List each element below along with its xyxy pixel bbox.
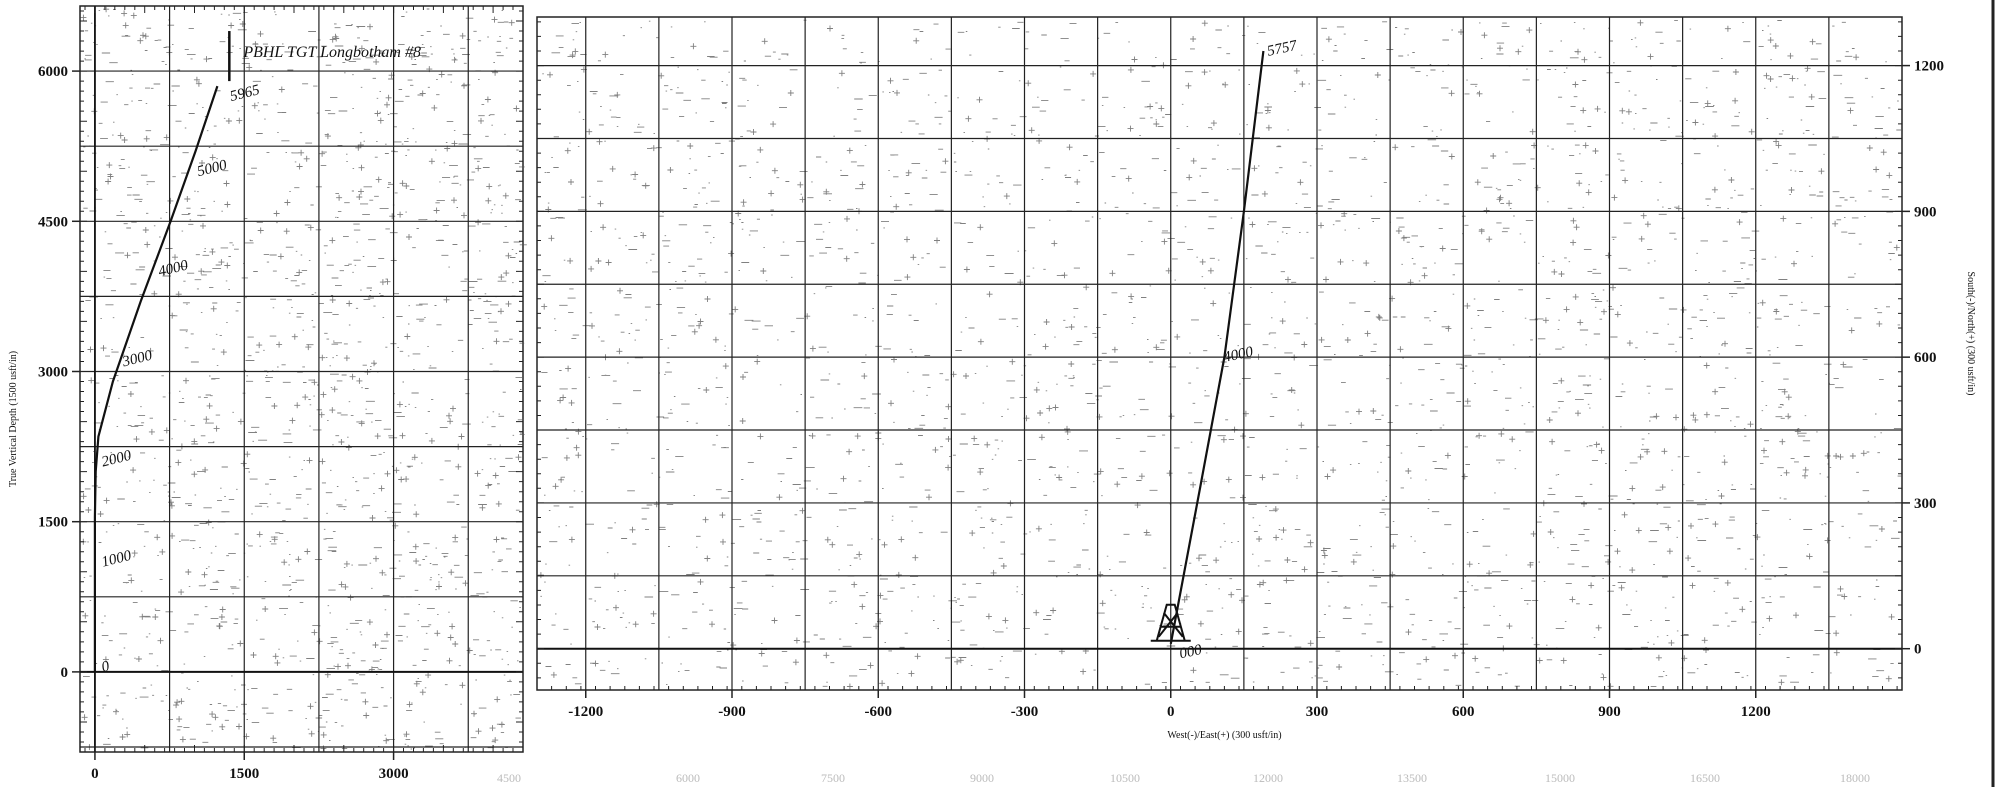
faint-bottom-labels: 4500 6000 7500 9000 10500 12000 13500 15000 1650…	[497, 771, 1870, 785]
pv-y-tick-label: 300	[1914, 496, 1937, 512]
vs-md-label: 3000	[120, 347, 154, 370]
vs-md-label: 4000	[157, 257, 190, 280]
vs-minor-ticks	[80, 6, 524, 753]
pv-x-tick-label: -300	[1011, 704, 1039, 720]
vs-md-label: 1000	[100, 548, 133, 571]
vs-md-label: 5965	[228, 82, 261, 105]
vs-target-label: PBHL TGT Longbotham #8	[242, 44, 421, 61]
vs-y-tick-label: 6000	[38, 64, 68, 80]
pv-md-label: 4000	[1222, 344, 1255, 366]
pv-x-tick-label: -600	[865, 704, 893, 720]
pv-md-label: 5757	[1266, 38, 1300, 60]
vs-x-tick-label: 1500	[229, 766, 259, 782]
pv-frame	[536, 16, 1903, 691]
pv-x-tick-label: 0	[1167, 704, 1175, 720]
pv-x-tick-label: 1200	[1741, 704, 1771, 720]
faint-label: 9000	[970, 771, 994, 785]
pv-y-tick-label: 0	[1914, 642, 1922, 658]
vs-md-label: 0	[100, 658, 112, 675]
vs-well-path	[93, 85, 219, 672]
vs-y-tick-label: 1500	[38, 515, 68, 531]
faint-label: 16500	[1690, 771, 1720, 785]
vs-frame	[79, 5, 524, 753]
faint-label: 12000	[1253, 771, 1283, 785]
pv-noise	[537, 19, 1903, 690]
faint-label: 6000	[676, 771, 700, 785]
plan-view-panel: -1200 -900 -600 -300 0 300 600 900 1200 0 300 600 90…	[536, 16, 1976, 741]
pv-x-tick-label: 900	[1598, 704, 1621, 720]
vs-y-tick-label: 3000	[38, 364, 68, 380]
faint-label: 13500	[1397, 771, 1427, 785]
pv-well-path	[1169, 50, 1265, 645]
pv-x-tick-label: -900	[718, 704, 746, 720]
pv-y-tick-label: 600	[1914, 350, 1937, 366]
vs-md-label: 2000	[100, 448, 133, 471]
vertical-section-panel: 0 1500 3000 4500 6000 0 1500 3000 True Vertical …	[8, 5, 527, 782]
faint-label: 10500	[1110, 771, 1140, 785]
pv-rig-icon	[1150, 603, 1191, 642]
faint-label: 4500	[497, 771, 521, 785]
vs-x-tick-label: 3000	[379, 766, 409, 782]
faint-label: 7500	[821, 771, 845, 785]
pv-md-label: 000	[1178, 642, 1204, 662]
pv-y-axis-title: South(-)/North(+) (300 usft/in)	[1965, 272, 1976, 396]
vs-y-tick-label: 4500	[38, 214, 68, 230]
pv-x-tick-label: 300	[1306, 704, 1329, 720]
faint-label: 18000	[1840, 771, 1870, 785]
vs-x-tick-label: 0	[91, 766, 99, 782]
pv-y-tick-label: 1200	[1914, 59, 1944, 75]
faint-label: 15000	[1545, 771, 1575, 785]
vs-md-label: 5000	[196, 157, 229, 180]
vs-y-tick-label: 0	[61, 665, 69, 681]
pv-x-tick-label: -1200	[568, 704, 603, 720]
vs-y-axis-title: True Vertical Depth (1500 usft/in)	[8, 351, 19, 487]
pv-x-tick-label: 600	[1452, 704, 1475, 720]
vs-noise	[80, 6, 527, 752]
pv-y-tick-label: 900	[1914, 204, 1937, 220]
pv-minor-ticks	[536, 21, 1902, 690]
pv-x-axis-title: West(-)/East(+) (300 usft/in)	[1167, 730, 1281, 741]
